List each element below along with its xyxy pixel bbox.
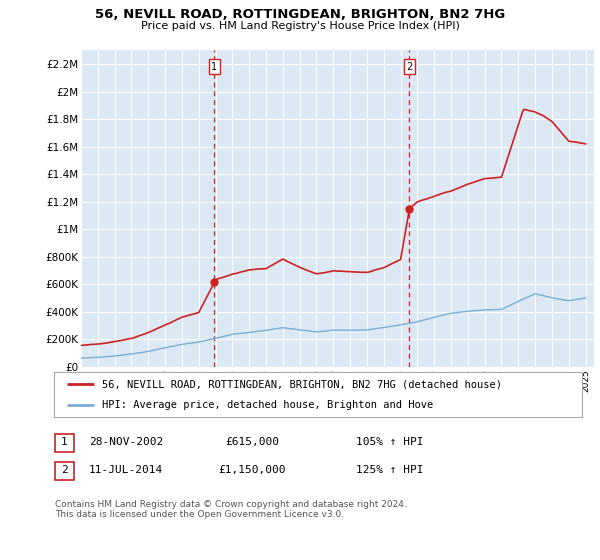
Text: Contains HM Land Registry data © Crown copyright and database right 2024.
This d: Contains HM Land Registry data © Crown c… [55, 500, 407, 519]
Text: 1: 1 [61, 437, 68, 447]
Text: £1,150,000: £1,150,000 [218, 465, 286, 475]
Text: 11-JUL-2014: 11-JUL-2014 [89, 465, 163, 475]
Text: 2: 2 [61, 465, 68, 475]
Text: HPI: Average price, detached house, Brighton and Hove: HPI: Average price, detached house, Brig… [101, 400, 433, 410]
Text: 56, NEVILL ROAD, ROTTINGDEAN, BRIGHTON, BN2 7HG: 56, NEVILL ROAD, ROTTINGDEAN, BRIGHTON, … [95, 8, 505, 21]
Text: £615,000: £615,000 [225, 437, 279, 447]
Text: 56, NEVILL ROAD, ROTTINGDEAN, BRIGHTON, BN2 7HG (detached house): 56, NEVILL ROAD, ROTTINGDEAN, BRIGHTON, … [101, 380, 502, 390]
Text: 125% ↑ HPI: 125% ↑ HPI [356, 465, 424, 475]
Text: 1: 1 [211, 62, 217, 72]
Text: 105% ↑ HPI: 105% ↑ HPI [356, 437, 424, 447]
Text: 28-NOV-2002: 28-NOV-2002 [89, 437, 163, 447]
Text: 2: 2 [406, 62, 413, 72]
Text: Price paid vs. HM Land Registry's House Price Index (HPI): Price paid vs. HM Land Registry's House … [140, 21, 460, 31]
